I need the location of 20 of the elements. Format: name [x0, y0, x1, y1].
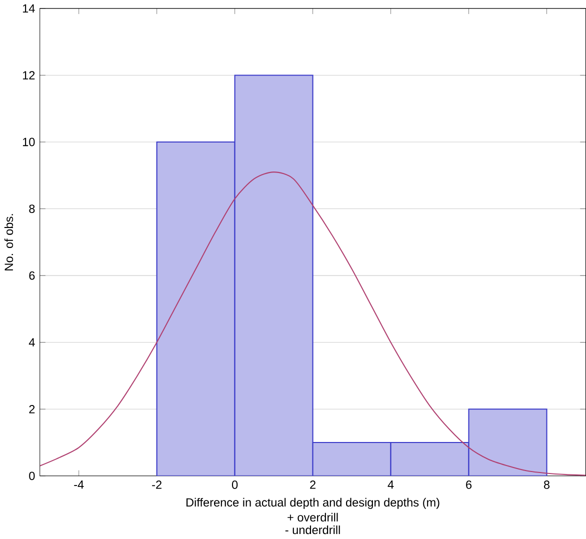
y-tick-label: 2 [29, 405, 35, 414]
y-tick-label: 12 [22, 71, 35, 80]
x-tick-label: -4 [74, 480, 84, 489]
x-tick-label: 8 [544, 480, 550, 490]
y-axis-title: No. of obs. [4, 214, 14, 271]
x-tick-label: 2 [310, 480, 316, 490]
x-tick-label: -2 [152, 480, 162, 490]
y-tick-label: 6 [29, 272, 35, 280]
x-tick-label: 4 [388, 480, 394, 489]
x-tick-label: 0 [232, 480, 238, 490]
line-series [40, 172, 586, 476]
y-tick-label: 0 [29, 472, 35, 480]
y-tick-label: 10 [22, 138, 35, 146]
y-tick-label: 4 [28, 338, 35, 347]
text: + overdrill [288, 513, 338, 522]
y-tick-label: 8 [29, 204, 35, 214]
x-axis-title: Difference in actual depth and design depths (m) [186, 498, 440, 510]
text: - underdrill [285, 526, 340, 534]
y-tick-label: 14 [22, 4, 35, 13]
x-tick-label: 6 [466, 480, 472, 490]
